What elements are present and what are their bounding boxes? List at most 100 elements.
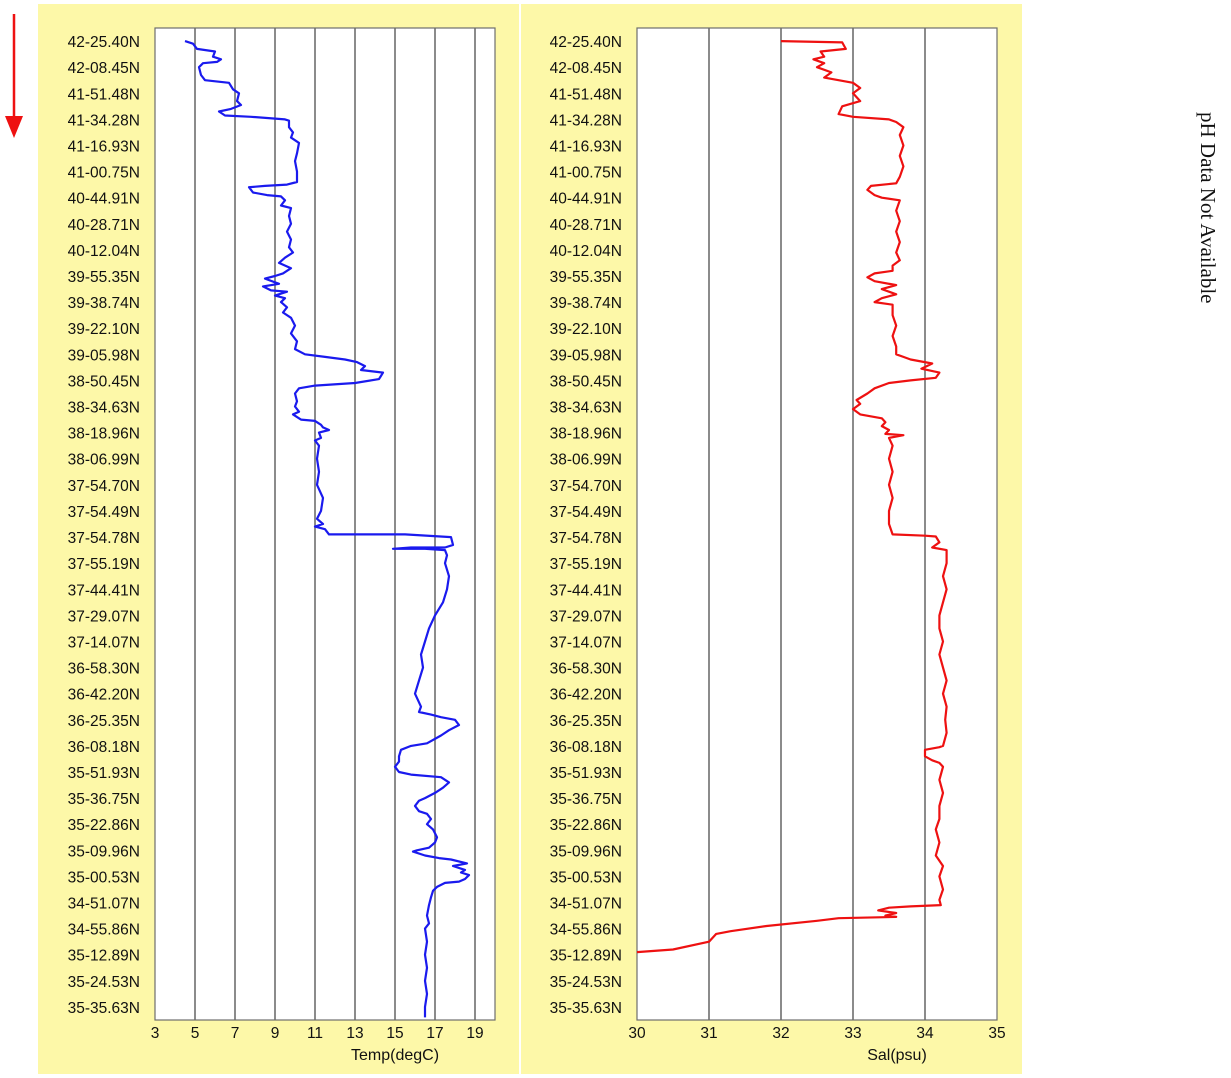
- salinity-x-tick-labels: 30 31 32 33 34 35: [628, 1025, 1005, 1042]
- temperature-x-tick-label: 7: [231, 1025, 240, 1042]
- temperature-y-tick-label: 39-55.35N: [68, 269, 140, 286]
- salinity-y-tick-label: 34-51.07N: [550, 896, 622, 913]
- salinity-y-tick-label: 35-00.53N: [550, 869, 622, 886]
- salinity-y-tick-label: 40-44.91N: [550, 191, 622, 208]
- temperature-y-tick-label: 40-12.04N: [68, 243, 140, 260]
- salinity-y-tick-label: 41-00.75N: [550, 165, 622, 182]
- temperature-y-tick-label: 37-54.49N: [68, 504, 140, 521]
- temperature-y-tick-label: 35-35.63N: [68, 1000, 140, 1017]
- temperature-y-tick-label: 36-42.20N: [68, 687, 140, 704]
- temperature-y-tick-label: 38-50.45N: [68, 373, 140, 390]
- temperature-y-tick-label: 39-38.74N: [68, 295, 140, 312]
- temperature-gridlines: [194, 28, 476, 1020]
- temperature-x-tick-label: 5: [191, 1025, 200, 1042]
- salinity-y-tick-labels: 42-25.40N 42-08.45N 41-51.48N 41-34.28N 41-1…: [550, 34, 622, 1017]
- salinity-y-tick-label: 39-05.98N: [550, 347, 622, 364]
- salinity-y-tick-label: 40-12.04N: [550, 243, 622, 260]
- salinity-y-tick-label: 39-22.10N: [550, 321, 622, 338]
- temperature-plot-area: [155, 28, 495, 1020]
- salinity-y-tick-label: 41-34.28N: [550, 112, 622, 129]
- temperature-y-tick-label: 37-44.41N: [68, 582, 140, 599]
- temperature-panel: 42-25.40N 42-08.45N 41-51.48N 41-34.28N 41-1…: [38, 4, 519, 1074]
- temperature-y-tick-label: 38-18.96N: [68, 426, 140, 443]
- salinity-y-tick-label: 37-54.49N: [550, 504, 622, 521]
- temperature-y-tick-label: 41-16.93N: [68, 138, 140, 155]
- salinity-x-tick-label: 30: [628, 1025, 646, 1042]
- salinity-y-tick-label: 36-25.35N: [550, 713, 622, 730]
- temperature-y-tick-label: 34-55.86N: [68, 922, 140, 939]
- salinity-y-tick-label: 35-22.86N: [550, 817, 622, 834]
- salinity-y-tick-label: 38-06.99N: [550, 452, 622, 469]
- temperature-y-tick-label: 35-09.96N: [68, 843, 140, 860]
- temperature-y-tick-label: 41-00.75N: [68, 165, 140, 182]
- ph-unavailable-note: pH Data Not Available: [1196, 112, 1220, 303]
- temperature-y-tick-label: 36-08.18N: [68, 739, 140, 756]
- salinity-y-tick-label: 42-08.45N: [550, 60, 622, 77]
- temperature-y-tick-label: 37-55.19N: [68, 556, 140, 573]
- salinity-y-tick-label: 35-35.63N: [550, 1000, 622, 1017]
- temperature-y-tick-label: 35-24.53N: [68, 974, 140, 991]
- temperature-y-tick-label: 39-22.10N: [68, 321, 140, 338]
- salinity-x-tick-label: 33: [844, 1025, 861, 1042]
- salinity-y-tick-label: 41-16.93N: [550, 138, 622, 155]
- temperature-y-tick-label: 37-54.78N: [68, 530, 140, 547]
- temperature-y-tick-label: 38-34.63N: [68, 400, 140, 417]
- salinity-y-tick-label: 35-51.93N: [550, 765, 622, 782]
- salinity-y-tick-label: 38-18.96N: [550, 426, 622, 443]
- salinity-x-tick-label: 32: [772, 1025, 789, 1042]
- temperature-x-tick-label: 19: [466, 1025, 483, 1042]
- direction-arrow-icon: [5, 14, 23, 138]
- salinity-x-tick-label: 35: [988, 1025, 1005, 1042]
- temperature-y-tick-label: 42-08.45N: [68, 60, 140, 77]
- temperature-y-tick-label: 35-51.93N: [68, 765, 140, 782]
- salinity-gridlines: [708, 28, 926, 1020]
- salinity-series-line: [636, 40, 948, 954]
- temperature-x-tick-label: 3: [151, 1025, 160, 1042]
- temperature-y-tick-label: 37-54.70N: [68, 478, 140, 495]
- temperature-y-tick-label: 35-22.86N: [68, 817, 140, 834]
- salinity-y-tick-label: 41-51.48N: [550, 86, 622, 103]
- salinity-y-tick-label: 42-25.40N: [550, 34, 622, 51]
- salinity-y-tick-label: 37-29.07N: [550, 608, 622, 625]
- temperature-y-tick-label: 42-25.40N: [68, 34, 140, 51]
- salinity-y-tick-label: 37-44.41N: [550, 582, 622, 599]
- temperature-y-tick-label: 35-36.75N: [68, 791, 140, 808]
- salinity-y-tick-label: 37-14.07N: [550, 634, 622, 651]
- temperature-y-tick-label: 37-29.07N: [68, 608, 140, 625]
- salinity-x-tick-label: 34: [916, 1025, 934, 1042]
- temperature-y-tick-label: 36-25.35N: [68, 713, 140, 730]
- salinity-y-tick-label: 36-42.20N: [550, 687, 622, 704]
- temperature-y-tick-label: 39-05.98N: [68, 347, 140, 364]
- salinity-y-tick-label: 35-36.75N: [550, 791, 622, 808]
- temperature-y-tick-label: 41-34.28N: [68, 112, 140, 129]
- salinity-y-tick-label: 38-34.63N: [550, 400, 622, 417]
- temperature-x-tick-label: 9: [271, 1025, 280, 1042]
- salinity-y-tick-label: 36-08.18N: [550, 739, 622, 756]
- temperature-y-tick-label: 37-14.07N: [68, 634, 140, 651]
- temperature-y-tick-label: 35-00.53N: [68, 869, 140, 886]
- temperature-x-tick-label: 15: [386, 1025, 403, 1042]
- salinity-y-tick-label: 35-09.96N: [550, 843, 622, 860]
- temperature-y-tick-label: 40-28.71N: [68, 217, 140, 234]
- salinity-y-tick-label: 39-38.74N: [550, 295, 622, 312]
- salinity-x-axis-label: Sal(psu): [867, 1047, 927, 1064]
- temperature-x-tick-label: 13: [346, 1025, 363, 1042]
- salinity-y-tick-label: 39-55.35N: [550, 269, 622, 286]
- temperature-x-axis-label: Temp(degC): [351, 1047, 439, 1064]
- salinity-y-tick-label: 40-28.71N: [550, 217, 622, 234]
- temperature-plot-frame: [154, 27, 496, 1021]
- temperature-y-tick-label: 35-12.89N: [68, 948, 140, 965]
- salinity-y-tick-label: 38-50.45N: [550, 373, 622, 390]
- temperature-x-tick-labels: 3 5 7 9 11 13 15 17 19: [151, 1025, 484, 1042]
- temperature-y-tick-label: 41-51.48N: [68, 86, 140, 103]
- salinity-y-tick-label: 35-12.89N: [550, 948, 622, 965]
- temperature-y-tick-label: 40-44.91N: [68, 191, 140, 208]
- salinity-plot-area: [637, 28, 997, 1020]
- salinity-y-tick-label: 34-55.86N: [550, 922, 622, 939]
- salinity-y-tick-label: 35-24.53N: [550, 974, 622, 991]
- salinity-plot-frame: [636, 27, 998, 1021]
- salinity-y-tick-label: 37-54.78N: [550, 530, 622, 547]
- temperature-x-tick-label: 17: [426, 1025, 443, 1042]
- salinity-y-tick-label: 37-54.70N: [550, 478, 622, 495]
